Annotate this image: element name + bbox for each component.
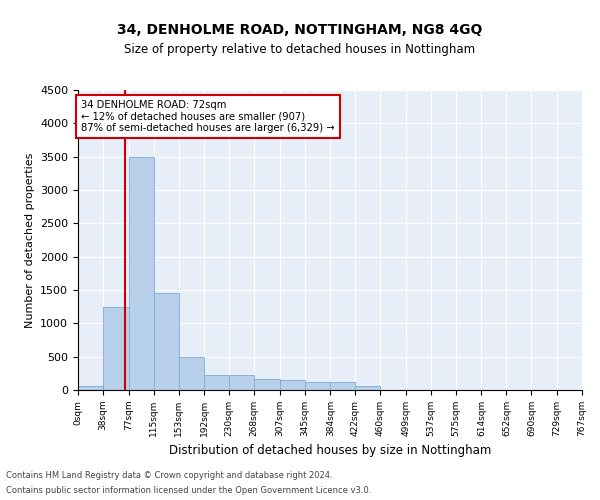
Bar bbox=[204, 374, 229, 390]
Text: Contains HM Land Registry data © Crown copyright and database right 2024.: Contains HM Land Registry data © Crown c… bbox=[6, 471, 332, 480]
Text: 34, DENHOLME ROAD, NOTTINGHAM, NG8 4GQ: 34, DENHOLME ROAD, NOTTINGHAM, NG8 4GQ bbox=[118, 22, 482, 36]
Bar bbox=[179, 356, 204, 390]
Y-axis label: Number of detached properties: Number of detached properties bbox=[25, 152, 35, 328]
Bar bbox=[331, 382, 355, 390]
Bar bbox=[128, 156, 154, 390]
Bar bbox=[305, 382, 331, 390]
Text: 34 DENHOLME ROAD: 72sqm
← 12% of detached houses are smaller (907)
87% of semi-d: 34 DENHOLME ROAD: 72sqm ← 12% of detache… bbox=[81, 100, 335, 133]
Bar bbox=[254, 380, 280, 390]
Text: Contains public sector information licensed under the Open Government Licence v3: Contains public sector information licen… bbox=[6, 486, 371, 495]
X-axis label: Distribution of detached houses by size in Nottingham: Distribution of detached houses by size … bbox=[169, 444, 491, 458]
Bar bbox=[78, 386, 103, 390]
Bar bbox=[103, 306, 128, 390]
Bar bbox=[154, 294, 179, 390]
Bar bbox=[280, 380, 305, 390]
Bar bbox=[229, 376, 254, 390]
Text: Size of property relative to detached houses in Nottingham: Size of property relative to detached ho… bbox=[124, 42, 476, 56]
Bar bbox=[355, 386, 380, 390]
